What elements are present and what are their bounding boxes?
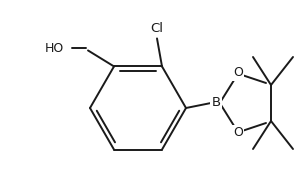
Text: O: O: [233, 127, 243, 139]
Text: B: B: [211, 96, 220, 110]
Text: HO: HO: [45, 42, 64, 55]
Text: Cl: Cl: [151, 22, 163, 35]
Text: O: O: [233, 66, 243, 79]
